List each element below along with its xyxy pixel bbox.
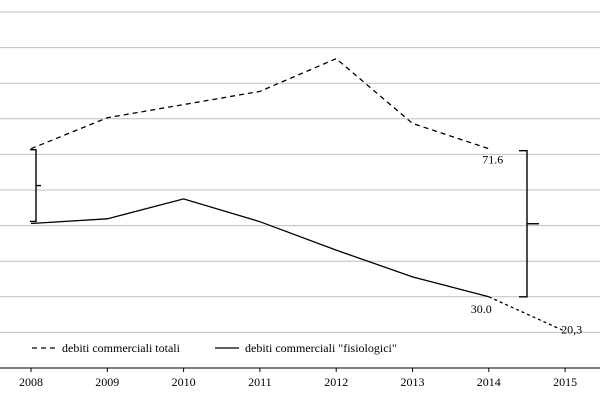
x-tick-label: 2012 <box>324 375 348 389</box>
x-axis: 2008 2009 2010 2011 2012 2013 2014 2015 <box>0 367 600 389</box>
x-tick-label: 2009 <box>95 375 119 389</box>
gridlines <box>0 11 600 333</box>
x-tick-label: 2014 <box>477 375 501 389</box>
range-brackets <box>30 149 539 298</box>
data-labels: 71.6 30.0 20,3 <box>471 153 582 337</box>
legend: debiti commerciali totali debiti commerci… <box>32 341 397 355</box>
data-label: 30.0 <box>471 302 492 316</box>
legend-label: debiti commerciali totali <box>62 341 181 355</box>
series-line-2 <box>488 296 566 332</box>
data-label: 71.6 <box>482 153 503 167</box>
range-bracket <box>30 149 37 223</box>
x-tick-label: 2015 <box>553 375 577 389</box>
x-tick-label: 2013 <box>401 375 425 389</box>
legend-label: debiti commerciali "fisiologici" <box>245 341 397 355</box>
data-label: 20,3 <box>561 322 582 336</box>
series-line-0 <box>30 57 490 150</box>
series-lines <box>30 57 566 332</box>
x-tick-label: 2010 <box>172 375 196 389</box>
series-line-1 <box>30 198 489 298</box>
x-tick-label: 2011 <box>248 375 272 389</box>
x-tick-label: 2008 <box>19 375 43 389</box>
range-bracket <box>519 150 528 298</box>
